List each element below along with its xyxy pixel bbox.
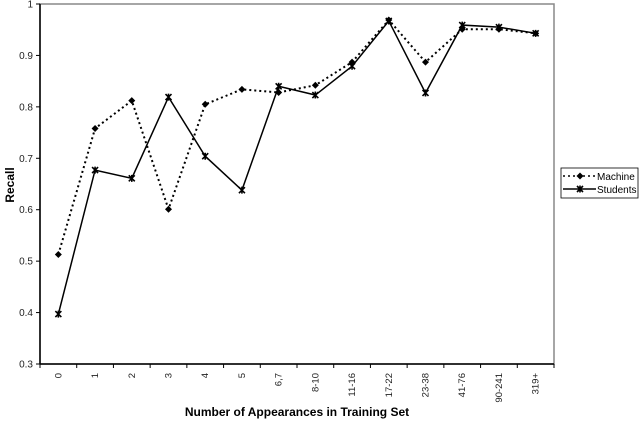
legend-machine-diamond-icon [576, 172, 584, 180]
series-machine [54, 16, 540, 258]
star-marker-icon [532, 29, 540, 37]
legend-machine-label: Machine [597, 172, 635, 183]
diamond-marker-icon [348, 58, 356, 66]
x-tick-label: 3 [164, 373, 175, 378]
diamond-marker-icon [91, 124, 99, 132]
x-tick-label: 17-22 [384, 373, 395, 397]
y-tick-label: 0.3 [19, 360, 33, 371]
x-tick-label: 1 [90, 373, 101, 378]
y-tick-label: 0.5 [19, 257, 33, 268]
y-tick-label: 0.7 [19, 154, 33, 165]
diamond-marker-icon [238, 85, 246, 93]
y-axis-title: Recall [3, 167, 17, 202]
x-tick-label: 6,7 [274, 373, 285, 386]
diamond-marker-icon [165, 205, 172, 213]
star-marker-icon [348, 62, 356, 70]
legend: Machine Students [560, 167, 639, 199]
x-tick-label: 41-76 [457, 373, 468, 397]
star-marker-icon [54, 310, 62, 318]
star-marker-icon [421, 89, 430, 97]
star-marker-icon [91, 166, 99, 174]
x-tick-label: 90-241 [494, 373, 505, 403]
star-marker-icon [311, 91, 319, 99]
x-axis: 0 1 2 3 4 5 6,7 8-10 11-16 17-22 23-38 41-76 90-241 3… [39, 363, 555, 403]
y-axis: 0.3 0.4 0.5 0.6 0.7 0.8 0.9 1 [19, 0, 41, 371]
y-tick-label: 0.8 [19, 102, 33, 113]
y-tick-label: 0.9 [19, 51, 33, 62]
star-marker-icon [495, 23, 503, 31]
x-axis-title: Number of Appearances in Training Set [185, 405, 409, 419]
y-tick-label: 1 [27, 0, 33, 11]
x-tick-label: 5 [237, 373, 248, 378]
x-tick-label: 4 [200, 373, 211, 378]
star-marker-icon [128, 174, 136, 182]
plot-frame [39, 3, 555, 365]
star-marker-icon [385, 17, 393, 25]
diamond-marker-icon [422, 58, 429, 66]
diamond-marker-icon [311, 81, 319, 89]
diamond-marker-icon [201, 100, 209, 108]
star-marker-icon [238, 186, 246, 194]
y-tick-label: 0.6 [19, 205, 33, 216]
legend-students-star-icon [576, 185, 584, 193]
y-tick-label: 0.4 [19, 308, 33, 319]
diamond-marker-icon [54, 250, 62, 258]
star-marker-icon [275, 82, 283, 90]
x-tick-label: 23-38 [421, 373, 432, 397]
diamond-marker-icon [128, 97, 136, 105]
series-layer [54, 16, 540, 318]
x-tick-label: 2 [127, 373, 138, 378]
star-marker-icon [458, 21, 466, 29]
legend-students-label: Students [597, 185, 636, 196]
x-tick-label: 11-16 [347, 373, 358, 397]
x-tick-label: 319+ [531, 373, 542, 395]
star-marker-icon [201, 152, 209, 160]
star-marker-icon [164, 93, 173, 101]
x-tick-label: 0 [53, 373, 64, 378]
series-students [54, 17, 540, 318]
x-tick-label: 8-10 [310, 373, 321, 392]
